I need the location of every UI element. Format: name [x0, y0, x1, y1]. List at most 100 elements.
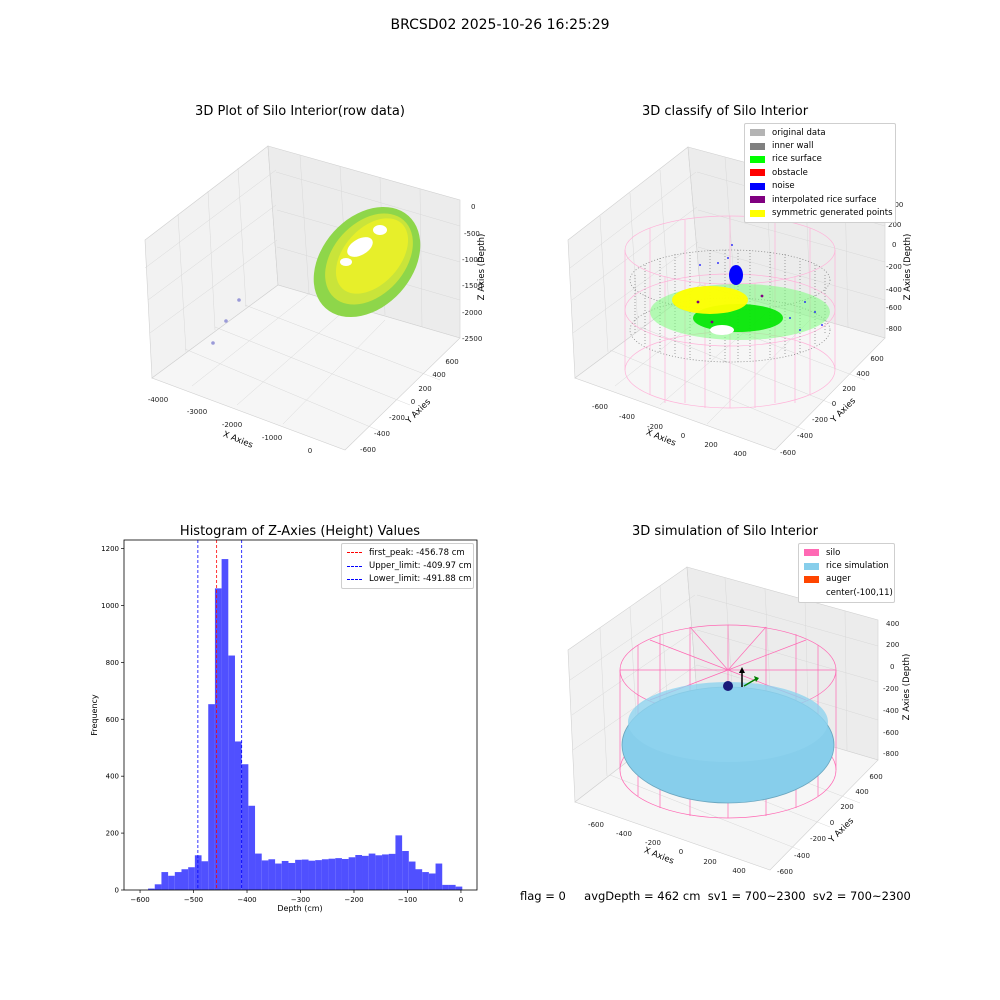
raw-tick-labels: -4000 -3000 -2000 -1000 0 -600 -400 -200… — [148, 203, 483, 455]
legend-label: obstacle — [772, 167, 808, 178]
histogram-bars — [148, 559, 463, 890]
classify-plot-title: 3D classify of Silo Interior — [641, 104, 809, 119]
classify-legend-item: obstacle — [750, 166, 890, 179]
legend-swatch — [750, 129, 765, 137]
sim-xtick-2: -400 — [616, 830, 632, 838]
classify-ztick-4: -200 — [886, 263, 902, 271]
histogram-bar — [261, 860, 269, 890]
figure-title: BRCSD02 2025-10-26 16:25:29 — [390, 17, 610, 33]
classify-zlabel: Z Axies (Depth) — [903, 234, 913, 301]
histogram-xtick-label: −200 — [344, 896, 363, 904]
histogram-bar — [201, 861, 209, 890]
histogram-bar — [375, 855, 383, 890]
raw-ytick-3: -200 — [389, 414, 405, 422]
sim-ztick-7: -800 — [883, 750, 899, 758]
histogram-xticks: −600 −500 −400 −300 −200 −100 0 — [130, 890, 463, 904]
raw-data-points — [211, 206, 421, 345]
simulation-legend-item: auger — [804, 573, 889, 586]
legend-label: interpolated rice surface — [772, 194, 877, 205]
histogram-bar — [281, 860, 289, 890]
histogram-bar — [415, 869, 423, 890]
classify-legend-item: noise — [750, 180, 890, 193]
sim-ztick-4: -200 — [883, 685, 899, 693]
legend-label: rice simulation — [826, 561, 889, 572]
sim-ztick-6: -600 — [883, 729, 899, 737]
histogram-bar — [234, 741, 242, 890]
raw-ztick-1: 0 — [471, 203, 475, 211]
raw-xtick-4: -1000 — [262, 434, 282, 442]
histogram-legend-item: Lower_limit: -491.88 cm — [347, 573, 471, 586]
histogram-xtick-label: −500 — [184, 896, 203, 904]
histogram-chart: −600 −500 −400 −300 −200 −100 0 0 200 400 600 800 1… — [90, 539, 478, 913]
simulation-tick-labels: -600 -400 -200 0 200 400 -600 -400 -200 … — [588, 620, 899, 876]
simulation-legend-item: rice simulation — [804, 559, 889, 572]
legend-swatch — [750, 196, 765, 204]
raw-ztick-5: -2000 — [462, 309, 482, 317]
simulation-legend-item: silo — [804, 546, 889, 559]
simulation-legend-item: center(-100,11) — [804, 586, 893, 599]
histogram-bar — [148, 888, 155, 890]
raw-ytick-5: 200 — [418, 385, 431, 393]
sim-xtick-6: 400 — [732, 867, 745, 875]
classify-ztick-6: -600 — [886, 304, 902, 312]
classify-ytick-6: 400 — [856, 370, 869, 378]
sim-ytick-1: -600 — [777, 868, 793, 876]
sim-ytick-6: 400 — [855, 788, 868, 796]
classify-legend-item: interpolated rice surface — [750, 193, 890, 206]
histogram-bar — [355, 855, 363, 890]
classify-legend-item: symmetric generated points — [750, 206, 893, 219]
raw-ztick-6: -2500 — [462, 335, 482, 343]
raw-ztick-2: -500 — [464, 230, 480, 238]
histogram-ytick-label: 800 — [106, 659, 119, 667]
classify-xtick-4: 0 — [681, 432, 685, 440]
sim-ytick-5: 200 — [840, 803, 853, 811]
histogram-bar — [268, 859, 276, 890]
classify-ytick-3: -200 — [812, 416, 828, 424]
classify-xtick-2: -400 — [619, 413, 635, 421]
sim-ztick-2: 200 — [886, 641, 899, 649]
sim-ytick-4: 0 — [830, 819, 834, 827]
footer-status: flag = 0 avgDepth = 462 cm sv1 = 700~230… — [520, 889, 911, 903]
histogram-ytick-label: 600 — [106, 716, 119, 724]
legend-line-blue — [347, 565, 362, 567]
legend-swatch-empty — [804, 589, 819, 596]
histogram-legend-item: Upper_limit: -409.97 cm — [347, 559, 472, 572]
histogram-bar — [455, 886, 463, 890]
legend-label: auger — [826, 574, 851, 585]
legend-label: symmetric generated points — [772, 208, 893, 219]
classify-legend-item: original data — [750, 126, 890, 139]
classify-ztick-3: 0 — [892, 241, 896, 249]
histogram-bar — [422, 872, 429, 890]
classify-3d-plot: -600 -400 -200 0 200 400 -600 -400 -200 … — [567, 146, 913, 458]
histogram-bar — [295, 859, 302, 890]
sim-xtick-3: -200 — [645, 839, 661, 847]
histogram-xtick-label: −300 — [291, 896, 310, 904]
simulation-3d-plot: -600 -400 -200 0 200 400 -600 -400 -200 … — [567, 566, 912, 876]
classify-legend: original data inner wall rice surface ob… — [744, 123, 896, 223]
classify-ztick-1: 400 — [890, 201, 903, 209]
legend-swatch — [750, 182, 765, 190]
sim-xtick-5: 200 — [703, 858, 716, 866]
histogram-xlabel: Depth (cm) — [277, 904, 322, 913]
histogram-bar — [228, 655, 235, 890]
legend-label: silo — [826, 547, 841, 558]
classify-obstacle-points — [696, 294, 764, 324]
histogram-yticks: 0 200 400 600 800 1000 1200 — [101, 545, 124, 895]
histogram-bar — [275, 863, 282, 890]
histogram-bar — [382, 854, 389, 890]
raw-xtick-3: -2000 — [222, 421, 242, 429]
histogram-legend: first_peak: -456.78 cm Upper_limit: -409… — [341, 543, 474, 590]
simulation-auger — [723, 667, 759, 691]
legend-label: Upper_limit: -409.97 cm — [369, 561, 472, 572]
sim-ztick-3: 0 — [890, 663, 894, 671]
histogram-bar — [221, 559, 229, 890]
histogram-xtick-label: −600 — [130, 896, 149, 904]
legend-label: inner wall — [772, 141, 814, 152]
histogram-bar — [248, 805, 256, 890]
histogram-legend-item: first_peak: -456.78 cm — [347, 546, 468, 559]
simulation-legend: silo rice simulation auger center(-100,1… — [798, 543, 895, 603]
simulation-plot-title: 3D simulation of Silo Interior — [632, 524, 818, 539]
classify-ztick-7: -800 — [886, 325, 902, 333]
classify-noise-points — [699, 244, 823, 331]
histogram-bar — [408, 861, 416, 890]
